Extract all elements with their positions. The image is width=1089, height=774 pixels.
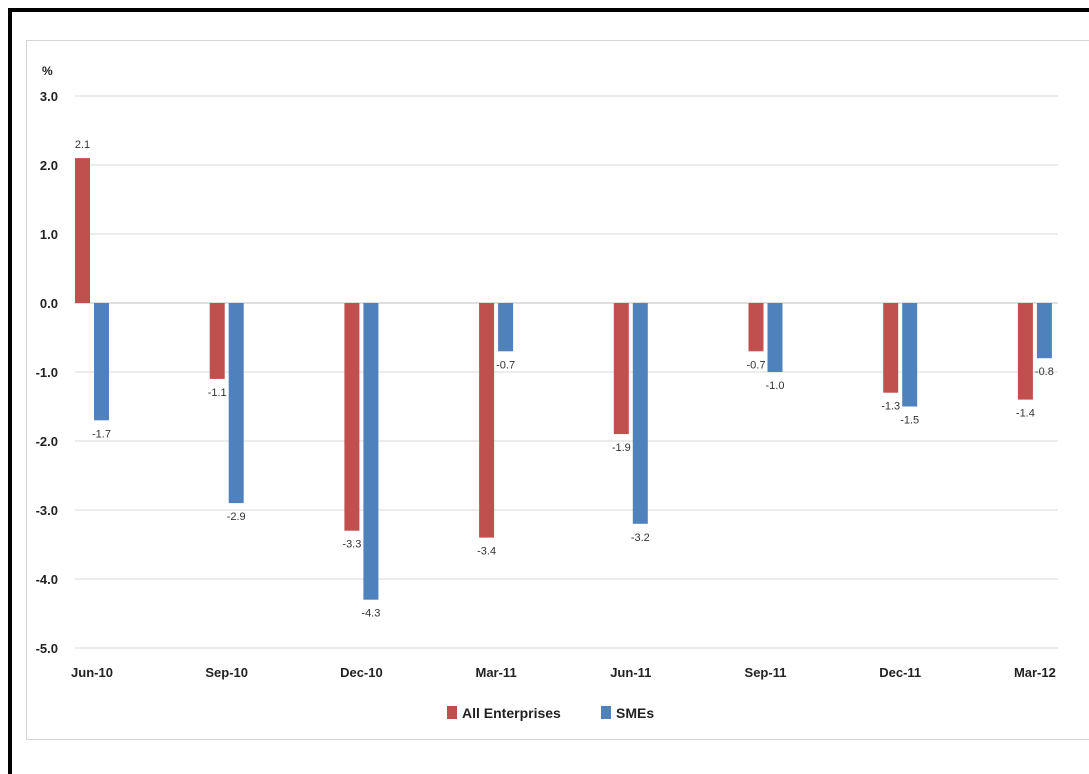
y-tick-label: 2.0 [40,158,58,173]
data-label: -0.7 [747,359,766,371]
bar-all-enterprises-jun-11 [613,303,629,435]
data-label: -2.9 [227,511,246,523]
y-tick-label: -4.0 [36,572,58,587]
data-label: -1.0 [766,380,785,392]
data-label: -3.3 [342,539,361,551]
x-tick-label: Sep-10 [205,665,248,680]
x-tick-label: Jun-10 [71,665,113,680]
y-tick-label: -1.0 [36,365,58,380]
data-label: -4.3 [361,608,380,620]
x-tick-label: Dec-11 [879,665,921,680]
bar-all-enterprises-sep-10 [209,303,225,379]
chart-panel [26,40,1089,740]
data-label: -1.4 [1016,408,1035,420]
bar-smes-jun-11 [632,303,648,524]
bar-smes-sep-11 [767,303,783,372]
bar-all-enterprises-dec-11 [883,303,899,393]
x-tick-label: Jun-11 [610,665,651,680]
y-tick-label: 1.0 [40,227,58,242]
data-label: -0.7 [496,359,515,371]
data-label: -1.7 [92,428,111,440]
data-label: -0.8 [1035,366,1054,378]
data-label: 2.1 [75,139,90,151]
bar-smes-dec-10 [363,303,379,600]
bar-all-enterprises-mar-12 [1017,303,1033,400]
legend: All Enterprises SMEs [447,705,654,721]
bar-all-enterprises-jun-10 [75,158,90,303]
y-tick-label: 3.0 [40,89,58,104]
y-axis-unit-label: % [42,64,53,78]
y-axis-ticks: 3.0 2.0 1.0 0.0 -1.0 -2.0 -3.0 -4.0 -5.0 [36,89,58,656]
legend-swatch [601,706,611,719]
x-tick-label: Mar-11 [475,665,516,680]
legend-label: All Enterprises [462,705,561,721]
bar-all-enterprises-sep-11 [748,303,764,352]
x-tick-label: Mar-12 [1014,665,1056,680]
bar-smes-dec-11 [902,303,918,407]
bar-smes-mar-11 [498,303,514,352]
data-label: -3.4 [477,546,496,558]
y-tick-label: -2.0 [36,434,58,449]
data-label: -3.2 [631,532,650,544]
legend-label: SMEs [616,705,654,721]
bars [75,158,1052,600]
y-tick-label: -3.0 [36,503,58,518]
data-labels: 2.1 -1.7 -1.1 -2.9 -3.3 -4.3 -3.4 -0.7 -1.9 -3.2 -… [75,139,1054,620]
x-axis-ticks: Jun-10 Sep-10 Dec-10 Mar-11 Jun-11 Sep-11 Dec-… [71,665,1056,680]
bar-smes-mar-12 [1036,303,1052,359]
bar-smes-jun-10 [94,303,109,421]
bar-smes-sep-10 [228,303,244,504]
x-tick-label: Sep-11 [745,665,787,680]
y-tick-label: 0.0 [40,296,58,311]
legend-swatch [447,706,457,719]
data-label: -1.5 [900,415,919,427]
data-label: -1.3 [881,401,900,413]
y-tick-label: -5.0 [36,641,58,656]
data-label: -1.1 [208,387,227,399]
bar-all-enterprises-mar-11 [479,303,495,538]
bar-all-enterprises-dec-10 [344,303,360,531]
x-tick-label: Dec-10 [340,665,383,680]
data-label: -1.9 [612,442,631,454]
